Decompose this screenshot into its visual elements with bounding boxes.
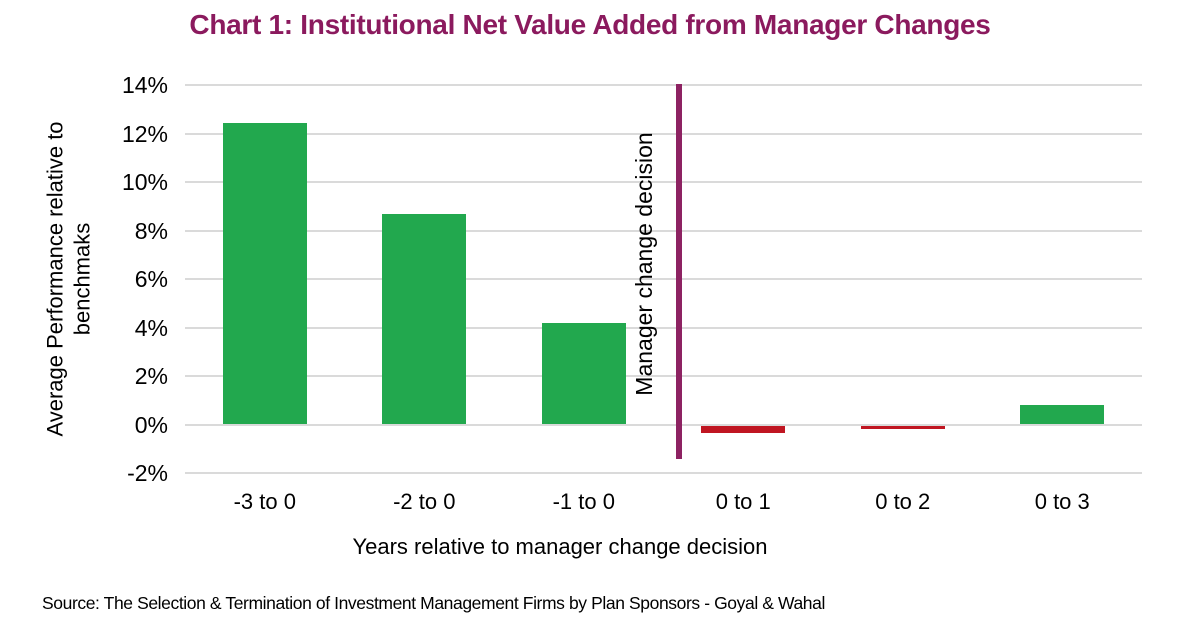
x-tick-label: -3 to 0 — [233, 489, 296, 514]
source-note: Source: The Selection & Termination of I… — [42, 593, 825, 613]
bar-0-to-1 — [701, 425, 786, 433]
gridline-6pct — [185, 278, 1142, 280]
gridline-2pct — [185, 375, 1142, 377]
plot-area — [185, 84, 1142, 474]
gridline-12pct — [185, 132, 1142, 135]
y-tick-label: 14% — [121, 72, 168, 98]
y-tick-label: -2% — [127, 460, 168, 486]
y-tick-label: 12% — [121, 120, 168, 147]
bar-0-to-2 — [860, 425, 945, 430]
gridline-10pct — [185, 181, 1142, 183]
gridline--2pct — [185, 472, 1142, 474]
bar--1-to-0 — [541, 322, 626, 425]
gridline-14pct — [185, 84, 1142, 86]
gridline-8pct — [185, 229, 1142, 232]
x-tick-label: -1 to 0 — [552, 489, 615, 514]
x-tick-label: 0 to 3 — [1034, 489, 1090, 514]
chart-title: Chart 1: Institutional Net Value Added f… — [189, 9, 991, 40]
manager-change-decision-line — [676, 84, 682, 459]
y-tick-label: 4% — [134, 314, 168, 341]
x-tick-label: 0 to 2 — [875, 489, 931, 514]
x-tick-label: 0 to 1 — [715, 489, 771, 514]
y-tick-label: 6% — [134, 266, 168, 292]
x-tick-label: -2 to 0 — [393, 489, 456, 514]
bar--2-to-0 — [382, 213, 467, 425]
bar--3-to-0 — [222, 122, 307, 425]
bar-0-to-3 — [1020, 405, 1105, 425]
gridline-0pct — [185, 423, 1142, 426]
y-tick-label: 2% — [134, 363, 168, 389]
x-axis-title: Years relative to manager change decisio… — [352, 534, 768, 559]
y-tick-label: 10% — [121, 169, 168, 195]
manager-change-decision-label: Manager change decision — [631, 132, 657, 396]
y-tick-label: 0% — [134, 411, 168, 438]
gridline-4pct — [185, 326, 1142, 329]
y-tick-label: 8% — [134, 217, 168, 244]
